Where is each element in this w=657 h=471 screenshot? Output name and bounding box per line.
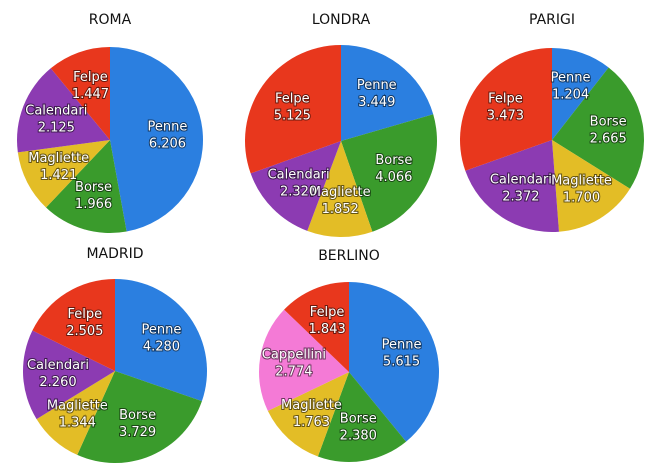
value-label: 1.843 bbox=[309, 322, 346, 337]
pie-slice bbox=[552, 67, 645, 189]
value-label: 1.700 bbox=[563, 190, 600, 205]
value-label: 4.066 bbox=[375, 170, 412, 185]
value-label: 4.280 bbox=[143, 339, 180, 354]
slice-label: Penne bbox=[357, 78, 397, 93]
pie-slice bbox=[22, 330, 115, 420]
pie-slice bbox=[349, 282, 439, 442]
value-label: 1.763 bbox=[293, 415, 330, 430]
slice-label: Magliette bbox=[551, 173, 612, 188]
pie-slice bbox=[459, 48, 552, 171]
slice-label: Borse bbox=[375, 153, 412, 168]
pie-slice bbox=[317, 372, 407, 462]
value-label: 3.473 bbox=[487, 109, 524, 124]
value-label: 3.449 bbox=[358, 95, 395, 110]
value-label: 5.125 bbox=[274, 108, 311, 123]
pie-slice bbox=[77, 371, 202, 463]
slice-label: Calendari bbox=[268, 167, 330, 182]
chart-title: MADRID bbox=[86, 246, 143, 262]
slice-label: Calendari bbox=[490, 172, 552, 187]
slice-label: Calendari bbox=[27, 358, 89, 373]
pie-slice bbox=[17, 68, 110, 153]
slice-label: Borse bbox=[340, 412, 377, 427]
pie-slice bbox=[50, 47, 110, 140]
value-label: 3.729 bbox=[119, 425, 156, 440]
value-label: 2.665 bbox=[590, 132, 627, 147]
chart-title: PARIGI bbox=[529, 12, 575, 28]
value-label: 1.447 bbox=[72, 87, 109, 102]
pie-slice bbox=[244, 45, 341, 174]
slice-label: Felpe bbox=[310, 305, 345, 320]
chart-title: LONDRA bbox=[312, 12, 371, 28]
pie-slice bbox=[115, 279, 207, 402]
value-label: 2.380 bbox=[340, 429, 377, 444]
slice-label: Penne bbox=[382, 338, 422, 353]
pie-slice bbox=[284, 282, 349, 372]
value-label: 1.204 bbox=[552, 88, 589, 103]
value-label: 2.505 bbox=[66, 324, 103, 339]
slice-label: Magliette bbox=[310, 185, 371, 200]
pie-slice bbox=[32, 279, 115, 371]
value-label: 1.421 bbox=[40, 168, 77, 183]
value-label: 1.344 bbox=[59, 415, 96, 430]
slice-label: Felpe bbox=[275, 91, 310, 106]
chart-title: ROMA bbox=[89, 12, 132, 28]
value-label: 1.966 bbox=[75, 197, 112, 212]
slice-label: Magliette bbox=[47, 398, 108, 413]
slice-label: Penne bbox=[147, 119, 187, 134]
value-label: 2.125 bbox=[38, 120, 75, 135]
pie-slice bbox=[552, 140, 630, 232]
pie-slice bbox=[258, 309, 349, 411]
slice-label: Calendari bbox=[25, 103, 87, 118]
slice-label: Magliette bbox=[28, 151, 89, 166]
slice-label: Penne bbox=[551, 71, 591, 86]
slice-label: Felpe bbox=[488, 92, 523, 107]
slice-label: Penne bbox=[142, 322, 182, 337]
pie-slice bbox=[36, 371, 115, 455]
pie-slice bbox=[250, 141, 341, 231]
pie-slice bbox=[552, 48, 609, 140]
value-label: 5.615 bbox=[383, 355, 420, 370]
pie-slice bbox=[465, 140, 559, 232]
slice-label: Borse bbox=[119, 408, 156, 423]
slice-label: Felpe bbox=[73, 70, 108, 85]
pie-slice bbox=[341, 114, 437, 232]
pie-slice bbox=[46, 140, 127, 234]
slice-label: Cappellini bbox=[262, 348, 326, 363]
chart-title: BERLINO bbox=[318, 248, 380, 264]
slice-label: Felpe bbox=[68, 307, 103, 322]
value-label: 2.774 bbox=[275, 365, 312, 380]
value-label: 2.320 bbox=[280, 184, 317, 199]
slice-label: Borse bbox=[590, 115, 627, 130]
pie-slice bbox=[341, 45, 434, 141]
pie-slice bbox=[267, 372, 349, 457]
pie-slice bbox=[110, 47, 204, 232]
value-label: 1.852 bbox=[322, 202, 359, 217]
pie-slice bbox=[307, 141, 373, 237]
slice-label: Borse bbox=[75, 180, 112, 195]
value-label: 2.372 bbox=[502, 189, 539, 204]
slice-label: Magliette bbox=[281, 398, 342, 413]
value-label: 2.260 bbox=[39, 375, 76, 390]
pie-slice bbox=[17, 140, 111, 208]
value-label: 6.206 bbox=[149, 136, 186, 151]
